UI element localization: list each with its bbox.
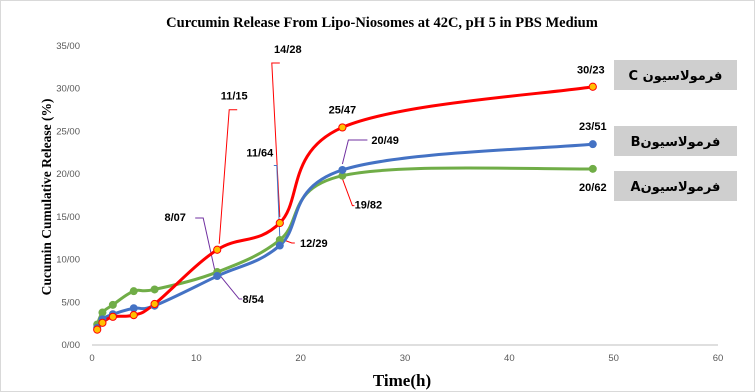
data-label: 30/23 <box>577 65 605 77</box>
legend-item-box <box>614 60 737 90</box>
y-tick-label: 15/00 <box>56 212 80 223</box>
y-tick-label: 30/00 <box>56 84 80 95</box>
data-point <box>129 287 138 296</box>
data-label: 12/29 <box>300 238 328 250</box>
data-point <box>588 164 597 173</box>
legend: فرمولاسیون C فرمولاسیونB فرمولاسیونA <box>614 60 737 201</box>
x-tick-label: 30 <box>400 353 411 364</box>
data-label: 25/47 <box>329 104 357 116</box>
legend-item-box <box>614 126 737 156</box>
data-label: 23/51 <box>579 121 607 133</box>
data-point <box>338 123 347 132</box>
data-point <box>129 304 138 313</box>
data-point <box>150 299 159 309</box>
y-axis-title: Cucumin Cumulative Release (%) <box>39 99 54 296</box>
data-point <box>338 165 347 174</box>
label-leader-line <box>273 165 281 238</box>
data-label: 11/15 <box>221 91 248 103</box>
series-line <box>95 166 595 326</box>
data-point <box>213 272 222 281</box>
data-labels: 30/23 25/47 14/28 11/15 23/51 20/49 11/64 8/07 2… <box>164 44 606 306</box>
x-tick-label: 0 <box>89 353 94 364</box>
data-label: 14/28 <box>274 44 302 56</box>
data-point <box>275 241 284 250</box>
data-label: 8/54 <box>242 294 264 306</box>
x-axis-title: Time(h) <box>373 371 431 390</box>
x-tick-label: 20 <box>295 353 306 364</box>
y-tick-label: 5/00 <box>62 297 81 308</box>
data-label: 20/62 <box>579 182 607 194</box>
legend-item-label: فرمولاسیون C <box>629 69 723 84</box>
data-point <box>338 171 347 180</box>
data-point <box>108 312 117 321</box>
axis-ticks: 0 10 20 30 40 50 60 0/00 5/00 10/00 15/00 20/00 25/0… <box>56 41 723 364</box>
x-tick-label: 40 <box>504 353 515 364</box>
legend-item-box <box>614 171 737 201</box>
data-label: 11/64 <box>246 148 274 160</box>
data-label: 8/07 <box>164 212 185 224</box>
y-tick-label: 0/00 <box>62 340 81 351</box>
legend-item-label: فرمولاسیونB <box>631 135 721 150</box>
series-lines <box>95 85 595 332</box>
series-line <box>95 85 595 332</box>
y-tick-label: 20/00 <box>56 169 80 180</box>
x-tick-label: 50 <box>608 353 619 364</box>
data-point <box>129 311 138 320</box>
y-tick-label: 25/00 <box>56 126 80 137</box>
data-label: 20/49 <box>371 135 399 147</box>
y-tick-label: 10/00 <box>56 255 80 266</box>
data-point <box>275 236 284 245</box>
series-markers <box>93 82 597 334</box>
data-point <box>213 245 222 254</box>
label-leader-line <box>283 239 295 244</box>
data-label: 19/82 <box>355 200 383 212</box>
x-tick-label: 60 <box>713 353 724 364</box>
data-point <box>275 218 284 228</box>
series-line <box>95 142 595 330</box>
y-tick-label: 35/00 <box>56 41 80 52</box>
label-leader-lines <box>195 62 368 300</box>
label-leader-line <box>271 62 281 218</box>
label-leader-line <box>341 178 355 207</box>
legend-item-label: فرمولاسیونA <box>631 180 721 195</box>
label-leader-line <box>341 139 368 165</box>
label-leader-line <box>218 109 238 244</box>
label-leader-line <box>216 271 243 300</box>
data-point <box>98 318 107 327</box>
data-point <box>93 325 102 334</box>
chart-title: Curcumin Release From Lipo-Niosomes at 4… <box>166 15 598 31</box>
data-point <box>150 285 159 294</box>
data-point <box>108 300 117 309</box>
data-point <box>588 140 597 149</box>
data-point <box>588 82 597 91</box>
data-point <box>98 308 107 317</box>
x-tick-label: 10 <box>191 353 202 364</box>
